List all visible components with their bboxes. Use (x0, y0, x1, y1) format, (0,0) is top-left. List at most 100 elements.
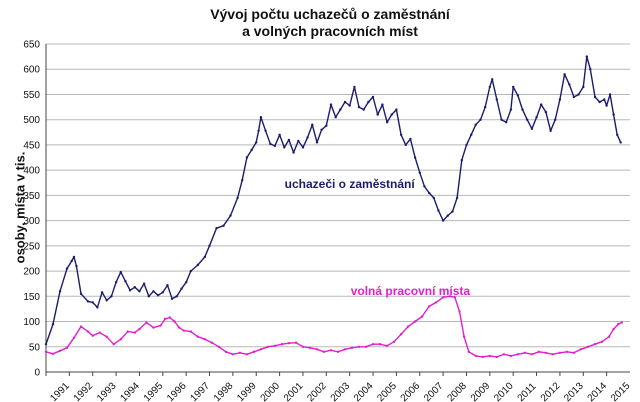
data-point-1 (159, 324, 162, 327)
data-point-0 (409, 137, 412, 141)
data-point-1 (301, 345, 305, 348)
data-point-0 (292, 151, 295, 154)
x-tick-label: 1999 (235, 380, 259, 402)
data-point-0 (315, 141, 319, 144)
x-tick-label: 2004 (352, 380, 376, 402)
data-point-1 (196, 335, 199, 338)
data-point-1 (65, 346, 69, 349)
data-point-0 (423, 185, 426, 188)
chart-title: Vývoj počtu uchazečů o zaměstnání a voln… (150, 6, 510, 40)
data-point-0 (138, 290, 141, 293)
data-point-0 (563, 73, 566, 76)
data-point-0 (161, 291, 164, 294)
data-point-1 (509, 354, 513, 358)
x-tick-label: 1996 (165, 380, 189, 402)
data-point-0 (516, 94, 520, 97)
data-point-0 (582, 85, 585, 89)
x-tick-label: 1998 (212, 380, 236, 402)
y-tick-label: 300 (23, 216, 40, 227)
data-point-1 (350, 346, 354, 349)
data-point-1 (502, 353, 506, 356)
data-point-0 (616, 133, 619, 136)
data-point-0 (70, 259, 73, 263)
data-point-0 (427, 191, 431, 195)
data-point-1 (72, 336, 76, 339)
y-tick-label: 550 (23, 90, 40, 101)
data-point-1 (399, 333, 403, 336)
data-point-0 (215, 227, 218, 230)
series-annotation: uchazeči o zaměstnání (285, 177, 416, 191)
data-point-0 (608, 93, 612, 96)
data-point-1 (607, 335, 611, 338)
data-point-1 (392, 340, 396, 343)
data-point-0 (491, 78, 494, 81)
data-point-0 (474, 123, 477, 126)
x-tick-label: 2009 (469, 380, 493, 402)
data-point-0 (495, 98, 498, 101)
chart-title-line1: Vývoj počtu uchazečů o zaměstnání (210, 6, 450, 22)
data-point-1 (266, 345, 270, 348)
data-point-0 (572, 95, 576, 99)
data-point-1 (488, 354, 491, 358)
data-point-0 (185, 281, 188, 284)
x-tick-label: 1993 (95, 380, 119, 402)
data-point-1 (462, 335, 466, 338)
data-point-1 (182, 329, 185, 332)
data-point-1 (44, 350, 48, 353)
data-point-0 (549, 129, 552, 132)
data-point-0 (348, 104, 351, 107)
data-point-1 (322, 350, 326, 353)
data-point-0 (446, 214, 449, 217)
data-point-0 (512, 85, 515, 89)
x-tick-label: 1991 (48, 380, 72, 402)
x-tick-label: 2015 (609, 380, 633, 402)
data-point-0 (343, 100, 347, 104)
data-point-0 (96, 306, 99, 309)
data-point-0 (488, 85, 491, 89)
x-tick-label: 1995 (142, 380, 166, 402)
data-point-1 (558, 351, 562, 354)
data-point-0 (58, 290, 62, 293)
data-point-0 (505, 121, 508, 124)
data-point-0 (156, 294, 160, 297)
data-point-0 (175, 295, 178, 298)
data-point-0 (334, 116, 337, 119)
data-point-0 (441, 219, 445, 222)
y-tick-label: 100 (23, 317, 40, 328)
data-point-1 (617, 322, 620, 326)
data-point-0 (241, 179, 244, 182)
data-point-0 (376, 113, 379, 116)
data-point-0 (301, 146, 305, 149)
x-tick-label: 2006 (399, 380, 423, 402)
data-point-0 (437, 209, 440, 212)
data-point-0 (133, 286, 136, 289)
data-point-1 (91, 334, 94, 337)
data-point-0 (229, 214, 232, 217)
data-point-0 (399, 133, 403, 136)
data-point-0 (325, 124, 328, 127)
data-point-1 (145, 321, 148, 324)
data-point-1 (231, 353, 235, 356)
data-point-0 (91, 301, 94, 304)
data-point-1 (565, 350, 569, 353)
data-point-0 (72, 255, 76, 259)
data-point-1 (329, 349, 333, 352)
data-point-0 (593, 95, 597, 99)
data-point-1 (434, 301, 438, 304)
data-point-0 (142, 282, 146, 285)
data-point-1 (58, 349, 62, 352)
data-point-0 (568, 83, 571, 86)
data-point-0 (79, 292, 83, 295)
data-point-1 (173, 320, 176, 323)
data-point-0 (119, 270, 123, 274)
data-point-1 (586, 345, 590, 348)
data-point-0 (357, 105, 361, 109)
data-point-0 (530, 127, 534, 130)
data-point-0 (465, 143, 468, 147)
data-point-1 (530, 353, 534, 356)
data-point-1 (308, 346, 312, 349)
data-point-0 (222, 224, 225, 227)
data-point-1 (612, 327, 615, 331)
data-point-0 (110, 295, 113, 298)
data-point-1 (224, 350, 228, 353)
